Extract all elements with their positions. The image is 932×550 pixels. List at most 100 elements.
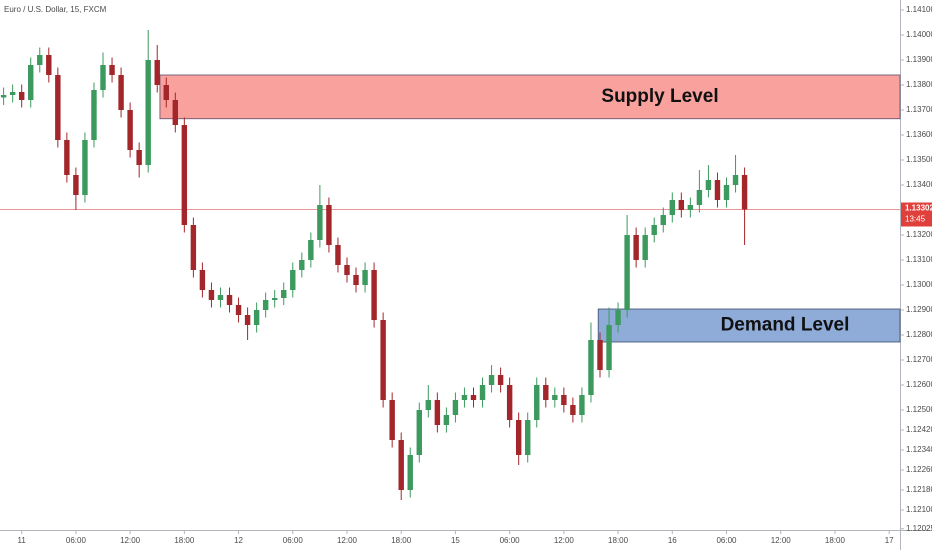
x-tick-label: 11 [18,536,27,545]
candle-body [362,270,368,285]
candle-body [145,60,151,165]
candle-body [109,65,115,75]
candle-body [82,140,88,195]
x-tick-label: 12 [234,536,243,545]
x-tick-label: 12:00 [554,536,575,545]
candle-body [615,310,621,325]
candle-body [678,200,685,210]
x-tick-label: 18:00 [391,536,412,545]
candle-body [642,235,648,260]
candle-body [570,405,576,415]
candle-body [488,375,495,385]
x-tick-label: 15 [451,536,460,545]
y-tick-label: 1.12180 [906,485,932,494]
y-tick-label: 1.12420 [906,425,932,434]
candle-body [18,92,25,100]
x-tick-label: 12:00 [337,536,358,545]
y-tick-label: 1.13500 [906,155,932,164]
candle-body [588,340,594,395]
candle-body [100,65,106,90]
candle-body [651,225,657,235]
y-tick-label: 1.12100 [906,505,932,514]
x-tick-label: 16 [668,536,677,545]
candle-body [497,375,504,385]
candle-body [46,55,52,75]
y-tick-label: 1.13400 [906,180,932,189]
y-tick-label: 1.12340 [906,445,932,454]
candle-body [687,205,694,210]
candle-body [37,55,43,65]
candle-body [55,75,61,140]
candle-body [353,275,359,285]
candle-body [624,235,630,310]
candle-body [64,140,70,175]
y-tick-label: 1.12800 [906,330,932,339]
candle-body [597,340,603,370]
x-tick-label: 06:00 [500,536,521,545]
candle-body [308,240,314,260]
candle-body [660,215,666,225]
candle-body [443,415,450,425]
candle-body [163,85,169,100]
x-tick-label: 12:00 [120,536,141,545]
zone-label: Supply Level [601,86,718,107]
candle-body [91,90,97,140]
candle-body [136,150,142,165]
candle-body [28,65,34,100]
x-tick-label: 18:00 [174,536,195,545]
y-tick-label: 1.12900 [906,305,932,314]
candle-body [226,295,233,305]
y-tick-label: 1.12600 [906,380,932,389]
candle-body [208,290,215,300]
candle-body [723,185,730,200]
candle-body [452,400,459,415]
y-tick-label: 1.13700 [906,105,932,114]
y-tick-label: 1.12260 [906,465,932,474]
candle-body [281,290,287,298]
chart-title: Euro / U.S. Dollar, 15, FXCM [4,5,107,14]
candle-body [506,385,513,420]
candle-body [299,260,305,270]
candle-body [561,395,567,405]
y-tick-label: 1.12025 [906,524,932,533]
y-tick-label: 1.13100 [906,255,932,264]
candle-body [669,200,675,215]
y-tick-label: 1.13000 [906,280,932,289]
y-tick-label: 1.13800 [906,80,932,89]
candle-body [398,440,404,490]
y-tick-label: 1.14000 [906,30,932,39]
x-tick-label: 18:00 [608,536,629,545]
candle-body [344,265,350,275]
y-tick-label: 1.12500 [906,405,932,414]
candle-body [705,180,712,190]
candle-body [579,395,585,415]
candle-body [741,175,748,210]
candle-body [416,410,422,455]
candle-body [335,245,341,265]
zone-label: Demand Level [721,315,850,336]
y-tick-label: 1.13900 [906,55,932,64]
candle-body [199,270,206,290]
candle-body [425,400,432,410]
last-price-tag [901,202,932,227]
candle-body [606,325,612,370]
candle-body [633,235,639,260]
candle-body [172,100,179,125]
candle-body [525,420,531,455]
y-tick-label: 1.13600 [906,130,932,139]
candle-body [154,60,160,85]
candle-body [534,385,540,420]
candle-body [190,225,197,270]
candle-body [127,110,133,150]
candle-body [371,270,377,320]
x-tick-label: 12:00 [771,536,792,545]
y-tick-label: 1.12700 [906,355,932,364]
candle-body [714,180,721,200]
candle-body [253,310,260,325]
candle-body [217,295,224,300]
candle-body [543,385,549,400]
candle-body [696,190,703,205]
y-tick-label: 1.14100 [906,5,932,14]
candle-body [317,205,323,240]
candle-body [389,400,395,440]
